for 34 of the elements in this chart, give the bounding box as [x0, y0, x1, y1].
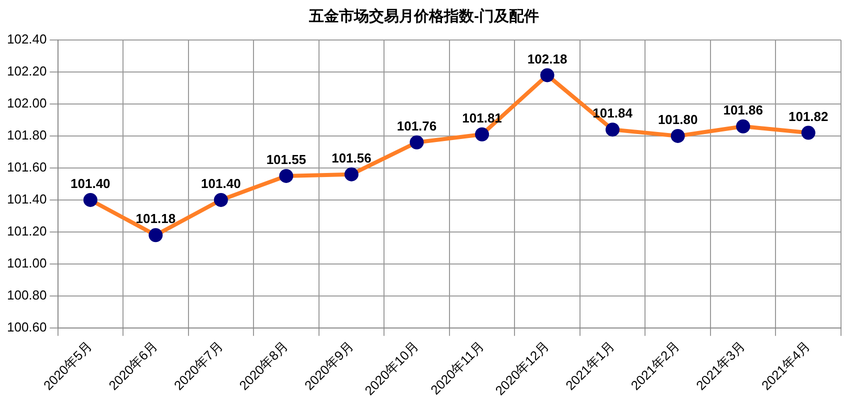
data-label: 101.76	[396, 118, 437, 134]
data-label: 101.55	[266, 152, 306, 168]
point	[83, 192, 98, 207]
point	[540, 68, 554, 82]
y-tick-label: 100.60	[6, 319, 47, 334]
point	[475, 127, 490, 142]
data-label: 101.40	[70, 176, 110, 192]
data-label: 101.82	[788, 108, 828, 124]
data-label: 101.18	[136, 211, 176, 226]
y-tick-label: 100.80	[6, 288, 47, 302]
y-tick-label: 101.80	[6, 128, 47, 143]
data-label: 101.84	[592, 106, 634, 121]
point	[279, 168, 294, 183]
point	[670, 128, 685, 143]
data-label: 101.40	[201, 176, 241, 192]
data-label: 101.86	[723, 102, 763, 118]
data-label: 102.18	[527, 51, 568, 66]
y-tick-label: 102.00	[6, 96, 47, 111]
point	[410, 135, 424, 150]
y-tick-label: 101.40	[6, 192, 47, 207]
point	[736, 119, 750, 134]
y-tick-label: 101.60	[6, 160, 47, 175]
y-tick-label: 102.20	[6, 64, 47, 79]
y-tick-label: 101.20	[6, 224, 47, 239]
y-tick-label: 101.00	[6, 256, 47, 271]
point	[606, 122, 620, 137]
y-tick-label: 102.40	[6, 32, 47, 47]
data-label: 101.80	[658, 112, 698, 128]
point	[344, 167, 358, 182]
point	[148, 228, 163, 242]
point	[214, 192, 228, 207]
point	[801, 126, 816, 140]
chart-title: 五金市场交易月价格指数-门及配件	[308, 7, 539, 26]
data-label: 101.56	[332, 150, 372, 166]
